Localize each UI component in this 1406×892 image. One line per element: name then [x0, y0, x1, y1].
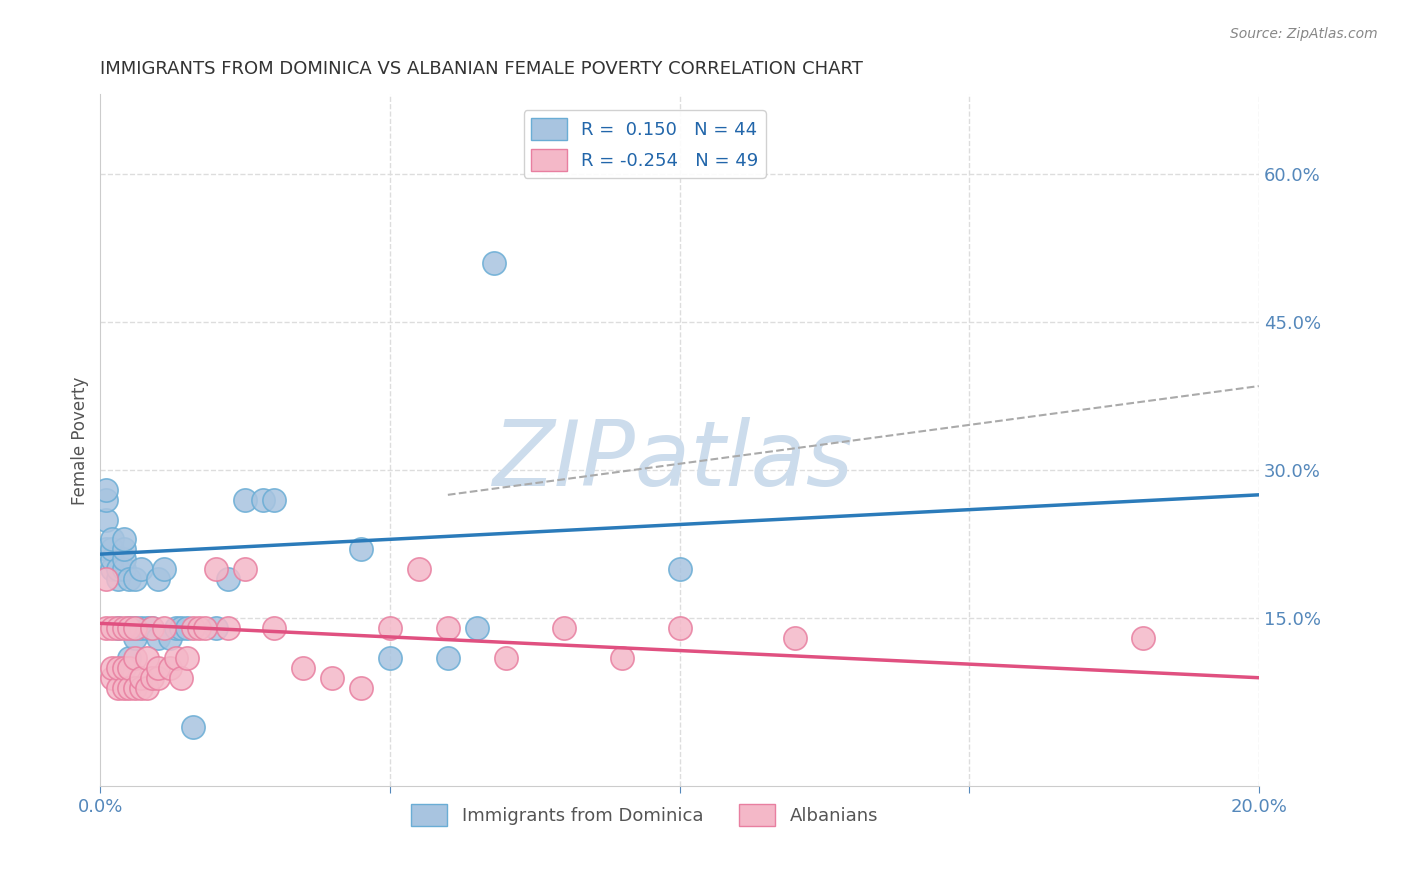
Point	[112, 533, 135, 547]
Point	[181, 621, 204, 635]
Point	[94, 621, 117, 635]
Point	[101, 661, 124, 675]
Point	[437, 651, 460, 665]
Point	[107, 621, 129, 635]
Point	[112, 621, 135, 635]
Point	[205, 621, 228, 635]
Point	[153, 562, 176, 576]
Point	[107, 562, 129, 576]
Point	[176, 621, 198, 635]
Point	[94, 572, 117, 586]
Point	[141, 621, 163, 635]
Point	[350, 681, 373, 695]
Point	[437, 621, 460, 635]
Point	[465, 621, 488, 635]
Point	[141, 671, 163, 685]
Point	[292, 661, 315, 675]
Point	[263, 492, 285, 507]
Point	[112, 681, 135, 695]
Point	[94, 542, 117, 557]
Point	[101, 562, 124, 576]
Point	[350, 542, 373, 557]
Point	[124, 631, 146, 645]
Point	[107, 661, 129, 675]
Point	[378, 651, 401, 665]
Point	[1132, 631, 1154, 645]
Point	[118, 661, 141, 675]
Point	[217, 572, 239, 586]
Point	[118, 621, 141, 635]
Point	[124, 681, 146, 695]
Point	[148, 631, 170, 645]
Point	[553, 621, 575, 635]
Point	[141, 621, 163, 635]
Text: ZIPatlas: ZIPatlas	[494, 417, 855, 505]
Text: Source: ZipAtlas.com: Source: ZipAtlas.com	[1230, 27, 1378, 41]
Point	[321, 671, 343, 685]
Point	[107, 621, 129, 635]
Point	[181, 720, 204, 734]
Point	[129, 681, 152, 695]
Point	[194, 621, 217, 635]
Point	[170, 621, 193, 635]
Point	[148, 671, 170, 685]
Point	[217, 621, 239, 635]
Point	[107, 572, 129, 586]
Point	[101, 552, 124, 566]
Point	[129, 621, 152, 635]
Point	[668, 621, 690, 635]
Point	[252, 492, 274, 507]
Point	[118, 651, 141, 665]
Point	[129, 671, 152, 685]
Point	[135, 621, 157, 635]
Point	[148, 572, 170, 586]
Point	[94, 483, 117, 497]
Point	[408, 562, 430, 576]
Point	[129, 562, 152, 576]
Point	[124, 572, 146, 586]
Point	[668, 562, 690, 576]
Legend: Immigrants from Dominica, Albanians: Immigrants from Dominica, Albanians	[404, 797, 886, 833]
Point	[118, 572, 141, 586]
Point	[118, 621, 141, 635]
Point	[263, 621, 285, 635]
Point	[135, 651, 157, 665]
Point	[101, 621, 124, 635]
Point	[165, 621, 187, 635]
Point	[112, 562, 135, 576]
Point	[187, 621, 209, 635]
Point	[94, 492, 117, 507]
Point	[101, 671, 124, 685]
Point	[233, 562, 256, 576]
Point	[495, 651, 517, 665]
Point	[135, 681, 157, 695]
Point	[610, 651, 633, 665]
Point	[159, 661, 181, 675]
Point	[205, 562, 228, 576]
Point	[124, 651, 146, 665]
Point	[165, 651, 187, 665]
Point	[148, 661, 170, 675]
Point	[112, 542, 135, 557]
Point	[159, 631, 181, 645]
Point	[124, 621, 146, 635]
Point	[118, 681, 141, 695]
Text: IMMIGRANTS FROM DOMINICA VS ALBANIAN FEMALE POVERTY CORRELATION CHART: IMMIGRANTS FROM DOMINICA VS ALBANIAN FEM…	[100, 60, 863, 78]
Point	[785, 631, 807, 645]
Point	[101, 533, 124, 547]
Point	[124, 621, 146, 635]
Point	[101, 542, 124, 557]
Point	[482, 255, 505, 269]
Point	[112, 552, 135, 566]
Point	[170, 671, 193, 685]
Point	[94, 512, 117, 526]
Point	[176, 651, 198, 665]
Point	[107, 681, 129, 695]
Point	[378, 621, 401, 635]
Point	[153, 621, 176, 635]
Point	[233, 492, 256, 507]
Y-axis label: Female Poverty: Female Poverty	[72, 376, 89, 505]
Point	[112, 661, 135, 675]
